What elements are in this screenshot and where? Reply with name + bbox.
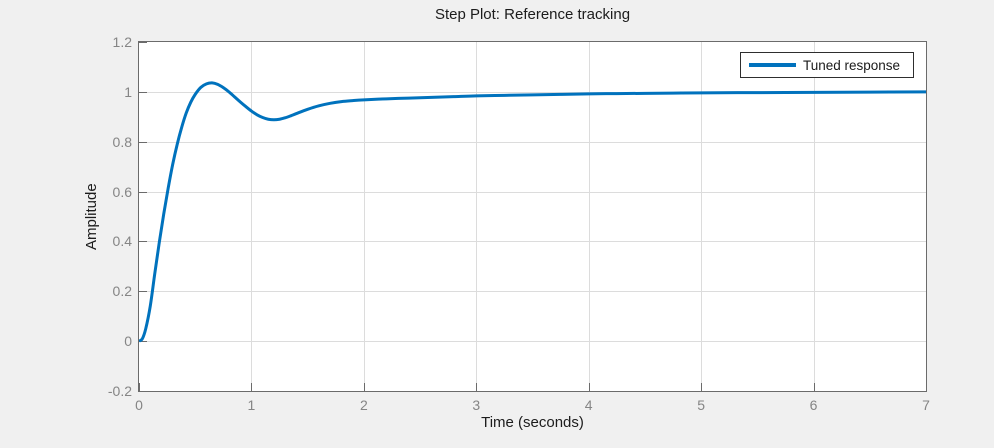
legend-entry-label: Tuned response [803, 57, 901, 73]
legend-line-swatch [749, 63, 796, 67]
y-tick-label: 1.2 [112, 34, 132, 50]
x-tick-label: 6 [809, 397, 818, 413]
plot-title: Step Plot: Reference tracking [434, 6, 631, 23]
y-tick-label: 0 [124, 333, 132, 350]
y-tick-label: 0.8 [112, 133, 132, 150]
legend[interactable]: Tuned response [740, 52, 914, 78]
plot-canvas[interactable] [139, 42, 926, 391]
x-tick-label: 5 [697, 397, 706, 413]
x-tick-label: 4 [584, 397, 593, 413]
y-tick-label: 0.6 [112, 183, 132, 200]
y-tick-label: 0.4 [112, 233, 132, 250]
x-tick-label: 7 [922, 397, 930, 413]
x-tick-label: 0 [135, 397, 143, 413]
y-tick-label: -0.2 [107, 383, 132, 399]
x-axis-label: Time (seconds) [481, 414, 584, 431]
y-tick-label: 1 [124, 83, 132, 100]
x-tick-label: 3 [472, 397, 481, 413]
curve-tuned-response[interactable] [139, 81, 926, 343]
y-tick-label: 0.2 [112, 283, 132, 300]
plot-area[interactable]: Tuned response [138, 41, 927, 392]
x-tick-label: 2 [359, 397, 368, 413]
x-tick-label: 1 [247, 397, 256, 413]
